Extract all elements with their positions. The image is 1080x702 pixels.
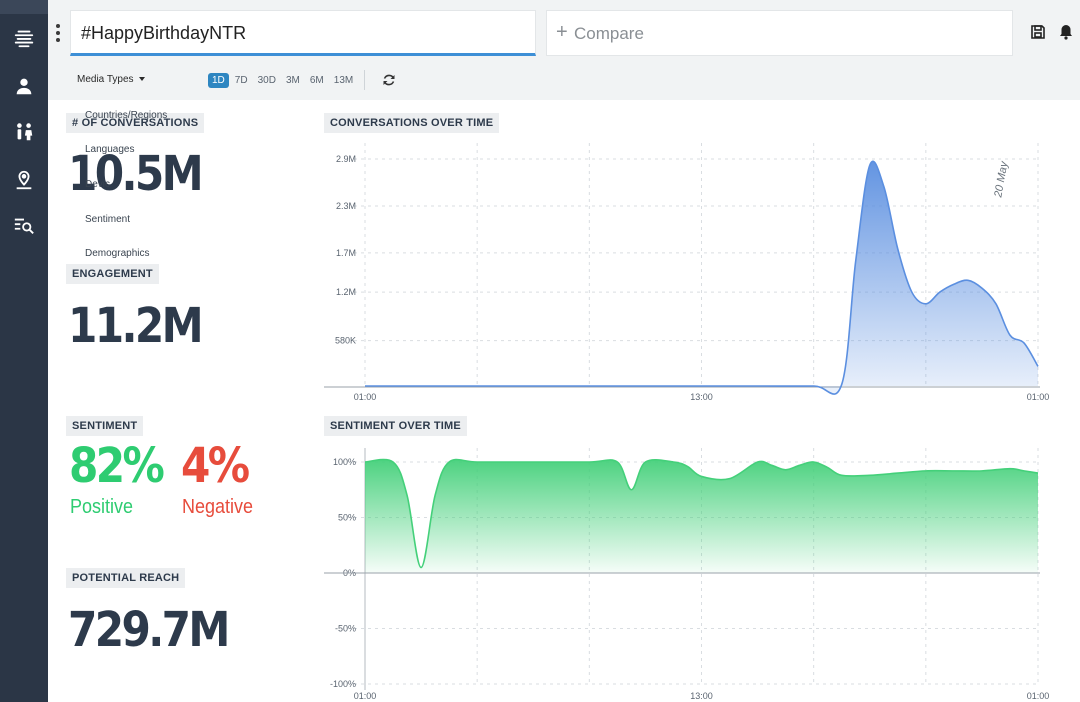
negative-label: Negative	[182, 496, 254, 518]
dropdown-item-demographics[interactable]: Demographics	[85, 248, 150, 259]
bell-icon[interactable]	[1058, 24, 1074, 40]
sidebar	[0, 0, 48, 702]
search-input[interactable]: #HappyBirthdayNTR	[70, 10, 536, 56]
sentiment-chart-title: SENTIMENT OVER TIME	[324, 416, 467, 436]
conv-y-tick-label: 2.3M	[336, 201, 356, 211]
compare-input[interactable]: + Compare	[546, 10, 1013, 56]
sent-y-tick-label: -100%	[330, 679, 356, 689]
media-types-dropdown[interactable]: Media Types	[77, 74, 145, 85]
conversations-label: # OF CONVERSATIONS	[66, 113, 205, 133]
engagement-value: 11.2M	[68, 298, 204, 354]
range-6m[interactable]: 6M	[309, 75, 324, 86]
conversations-value: 10.5M	[68, 146, 204, 202]
positive-value: 82%	[69, 438, 165, 494]
conversations-chart: 580K 1.2M 1.7M 2.3M 2.9M 01:00 13:00 01:00 20 Ma…	[324, 143, 1050, 402]
conv-x-tick-label: 01:00	[354, 392, 377, 402]
conv-line	[365, 160, 1039, 395]
conv-annotation: 20 May	[992, 159, 1011, 199]
sent-x-tick-label: 01:00	[1027, 691, 1050, 701]
range-selector: 1D 7D 30D 3M 6M 13M	[208, 73, 357, 88]
dropdown-item-countries[interactable]: Countries/Regions	[85, 110, 168, 121]
conv-area	[365, 161, 1038, 395]
conv-y-tick-label: 1.2M	[336, 287, 356, 297]
search-value: #HappyBirthdayNTR	[81, 23, 247, 43]
plus-icon: +	[556, 21, 568, 43]
range-7d[interactable]: 7D	[234, 75, 248, 86]
conversations-chart-title: CONVERSATIONS OVER TIME	[324, 113, 500, 133]
sidebar-top-block	[0, 0, 48, 14]
dropdown-item-sentiment[interactable]: Sentiment	[85, 214, 131, 225]
range-30d[interactable]: 30D	[257, 75, 276, 86]
reach-value: 729.7M	[68, 602, 230, 658]
conv-x-tick-label: 13:00	[690, 392, 713, 402]
location-pin-icon[interactable]	[12, 168, 36, 192]
sent-y-tick-label: -50%	[335, 624, 356, 634]
sentiment-label: SENTIMENT	[66, 416, 144, 436]
positive-label: Positive	[70, 496, 134, 518]
range-13m[interactable]: 13M	[333, 75, 354, 86]
sent-y-tick-label: 50%	[338, 513, 356, 523]
save-icon[interactable]	[1030, 24, 1046, 40]
sent-x-tick-label: 13:00	[690, 691, 713, 701]
topics-icon[interactable]	[12, 26, 36, 50]
refresh-icon[interactable]	[382, 73, 396, 87]
conv-x-tick-label: 01:00	[1027, 392, 1050, 402]
sent-y-tick-label: 100%	[333, 457, 356, 467]
conv-y-tick-label: 1.7M	[336, 248, 356, 258]
toolbar: Media Types 1D 7D 30D 3M 6M 13M	[48, 60, 1080, 100]
list-search-icon[interactable]	[12, 214, 36, 238]
dropdown-item-languages[interactable]: Languages	[85, 144, 135, 155]
sent-area	[365, 459, 1038, 573]
sentiment-chart: 100%50%0%-50%-100%01:00 13:00 01:00	[324, 448, 1050, 701]
caret-down-icon	[138, 77, 145, 82]
toolbar-divider	[364, 70, 365, 90]
engagement-label: ENGAGEMENT	[66, 264, 159, 284]
conv-y-tick-label: 580K	[335, 336, 356, 346]
range-3m[interactable]: 3M	[285, 75, 300, 86]
people-icon[interactable]	[12, 120, 36, 144]
negative-value: 4%	[181, 438, 250, 494]
sent-line	[364, 458, 1039, 569]
range-1d[interactable]: 1D	[208, 73, 229, 88]
user-icon[interactable]	[12, 74, 36, 98]
media-types-label: Media Types	[77, 74, 134, 85]
dropdown-item-devices[interactable]: Devic	[85, 179, 111, 190]
compare-label: Compare	[574, 24, 644, 43]
sent-x-tick-label: 01:00	[354, 691, 377, 701]
kebab-menu-icon[interactable]	[56, 24, 62, 42]
conv-y-tick-label: 2.9M	[336, 154, 356, 164]
reach-label: POTENTIAL REACH	[66, 568, 186, 588]
